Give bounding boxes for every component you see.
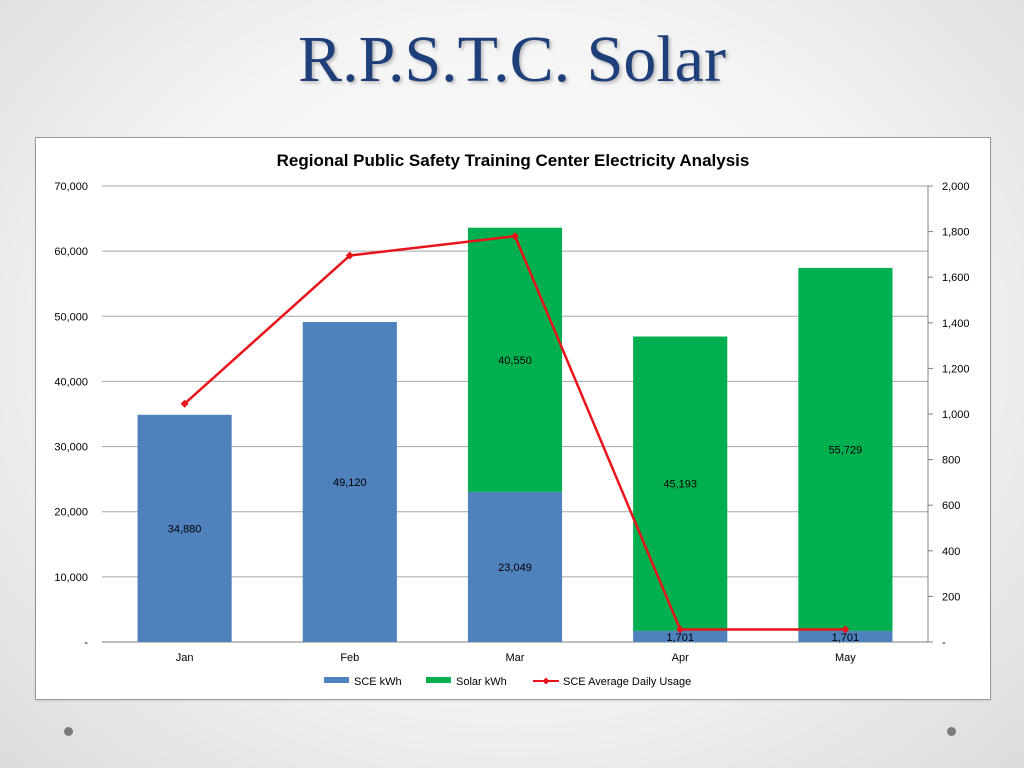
y-right-tick-label: 1,200 (942, 363, 970, 375)
sce-data-label: 49,120 (333, 477, 367, 489)
sce-data-label: 23,049 (498, 562, 532, 574)
x-tick-label: Apr (672, 652, 689, 664)
y-right-tick-label: 1,800 (942, 227, 970, 239)
y-right-tick-label: 1,400 (942, 318, 970, 330)
y-right-tick-label: 1,000 (942, 409, 970, 421)
y-right-tick-label: 600 (942, 500, 960, 512)
y-left-tick-label: 70,000 (54, 181, 88, 193)
y-left-tick-label: 60,000 (54, 246, 88, 258)
legend-label: SCE Average Daily Usage (563, 676, 691, 688)
chart-container: Regional Public Safety Training Center E… (35, 137, 991, 700)
y-right-tick-label: 200 (942, 591, 960, 603)
y-left-tick-label: 10,000 (54, 572, 88, 584)
legend-swatch (426, 677, 451, 683)
legend-swatch (324, 677, 349, 683)
y-right-tick-label: 2,000 (942, 181, 970, 193)
chart-title: Regional Public Safety Training Center E… (277, 151, 750, 170)
chart: Regional Public Safety Training Center E… (54, 151, 970, 688)
slide-bullet-left (64, 727, 73, 736)
sce-bar (633, 630, 728, 642)
x-tick-label: Feb (340, 652, 359, 664)
y-right-tick-label: 400 (942, 546, 960, 558)
slide-title: R.P.S.T.C. Solar (298, 23, 726, 96)
y-left-tick-label: 40,000 (54, 376, 88, 388)
solar-data-label: 55,729 (829, 444, 863, 456)
usage-marker (511, 232, 519, 241)
x-tick-label: May (835, 652, 856, 664)
usage-marker (345, 251, 354, 260)
y-left-tick-label: 30,000 (54, 442, 88, 454)
legend-label: Solar kWh (456, 676, 507, 688)
usage-marker (676, 625, 685, 634)
legend-label: SCE kWh (354, 676, 402, 688)
sce-bar (302, 322, 397, 642)
slide-bullet-right (947, 727, 956, 736)
y-left-tick-label: 20,000 (54, 507, 88, 519)
sce-bar (798, 630, 893, 642)
usage-marker (841, 625, 850, 634)
usage-marker (180, 399, 189, 408)
y-left-tick-label: 50,000 (54, 311, 88, 323)
y-left-tick-label: - (84, 637, 88, 649)
solar-bar (633, 336, 728, 631)
solar-bar (467, 227, 563, 492)
y-right-tick-label: 800 (942, 455, 960, 467)
x-tick-label: Jan (176, 652, 194, 664)
solar-bar (798, 267, 893, 631)
y-right-tick-label: 1,600 (942, 272, 970, 284)
sce-data-label: 1,701 (666, 632, 694, 644)
sce-bar (137, 414, 232, 642)
sce-data-label: 34,880 (168, 523, 202, 535)
x-tick-label: Mar (506, 652, 525, 664)
solar-data-label: 45,193 (663, 479, 697, 491)
sce-bar (467, 491, 563, 642)
legend-marker (542, 677, 550, 685)
sce-data-label: 1,701 (832, 632, 860, 644)
solar-data-label: 40,550 (498, 355, 532, 367)
y-right-tick-label: - (942, 637, 946, 649)
